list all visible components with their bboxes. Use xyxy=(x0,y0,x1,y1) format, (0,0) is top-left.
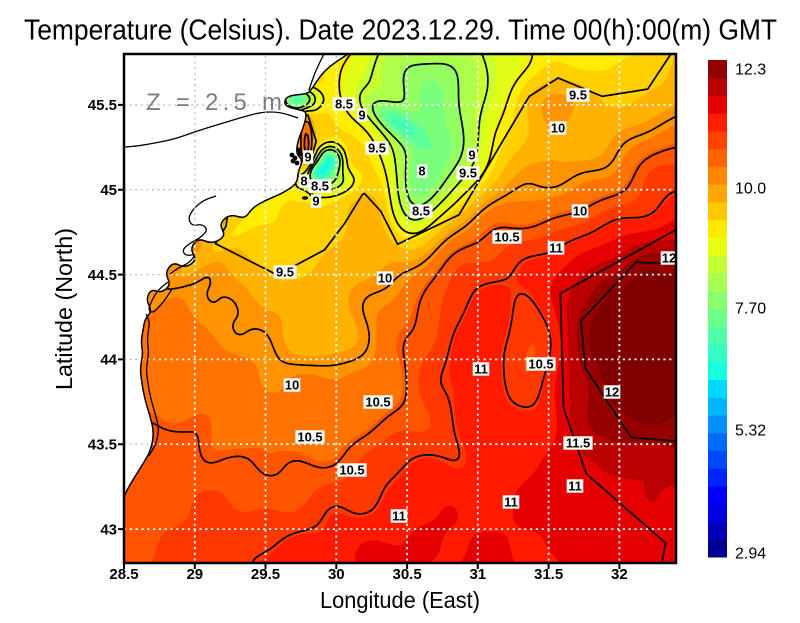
svg-text:9.5: 9.5 xyxy=(276,265,294,280)
svg-text:Latitude (North): Latitude (North) xyxy=(51,228,77,390)
svg-text:30: 30 xyxy=(328,566,345,583)
svg-text:8.5: 8.5 xyxy=(335,97,353,112)
svg-text:9: 9 xyxy=(468,148,475,163)
svg-text:45.5: 45.5 xyxy=(88,97,117,114)
svg-text:31: 31 xyxy=(469,566,486,583)
svg-text:12: 12 xyxy=(605,385,619,400)
svg-text:10: 10 xyxy=(573,204,587,219)
svg-text:10: 10 xyxy=(551,121,565,136)
svg-text:9: 9 xyxy=(358,108,365,123)
svg-text:31.5: 31.5 xyxy=(534,566,563,583)
svg-text:2.94: 2.94 xyxy=(735,546,766,563)
svg-text:9: 9 xyxy=(304,150,311,165)
svg-text:9.5: 9.5 xyxy=(368,141,386,156)
svg-text:11: 11 xyxy=(568,479,582,494)
svg-text:29.5: 29.5 xyxy=(251,566,280,583)
svg-text:12.3: 12.3 xyxy=(735,62,766,79)
svg-text:7.70: 7.70 xyxy=(735,301,766,318)
svg-text:10: 10 xyxy=(285,378,299,393)
svg-text:12: 12 xyxy=(662,251,676,266)
svg-text:Z = 2.5 m: Z = 2.5 m xyxy=(146,89,282,116)
svg-text:28.5: 28.5 xyxy=(109,566,138,583)
svg-text:11.5: 11.5 xyxy=(566,436,591,451)
svg-text:10.5: 10.5 xyxy=(365,395,390,410)
svg-text:32: 32 xyxy=(611,566,628,583)
svg-text:9.5: 9.5 xyxy=(459,166,477,181)
svg-text:5.32: 5.32 xyxy=(735,423,766,440)
svg-text:11: 11 xyxy=(549,241,563,256)
svg-text:8.5: 8.5 xyxy=(412,204,430,219)
svg-text:10.5: 10.5 xyxy=(494,230,519,245)
svg-text:11: 11 xyxy=(504,495,518,510)
svg-text:11: 11 xyxy=(392,509,406,524)
svg-text:11: 11 xyxy=(474,362,488,377)
svg-text:43: 43 xyxy=(100,521,117,538)
svg-text:8.5: 8.5 xyxy=(311,179,329,194)
svg-text:10: 10 xyxy=(378,271,392,286)
svg-text:9.5: 9.5 xyxy=(569,88,587,103)
svg-text:43.5: 43.5 xyxy=(88,436,117,453)
svg-text:Temperature (Celsius). Date 20: Temperature (Celsius). Date 2023.12.29. … xyxy=(24,15,777,47)
svg-text:10.5: 10.5 xyxy=(339,463,364,478)
svg-text:45: 45 xyxy=(100,182,117,199)
svg-text:Longitude (East): Longitude (East) xyxy=(320,587,480,613)
svg-text:44.5: 44.5 xyxy=(88,267,117,284)
svg-text:44: 44 xyxy=(100,352,117,369)
svg-text:8: 8 xyxy=(418,164,425,179)
svg-text:9: 9 xyxy=(312,194,319,209)
svg-text:10.5: 10.5 xyxy=(297,430,322,445)
svg-text:10.5: 10.5 xyxy=(528,357,553,372)
svg-text:30.5: 30.5 xyxy=(392,566,421,583)
svg-text:29: 29 xyxy=(186,566,203,583)
svg-text:8: 8 xyxy=(300,174,307,189)
svg-text:10.0: 10.0 xyxy=(735,181,766,198)
